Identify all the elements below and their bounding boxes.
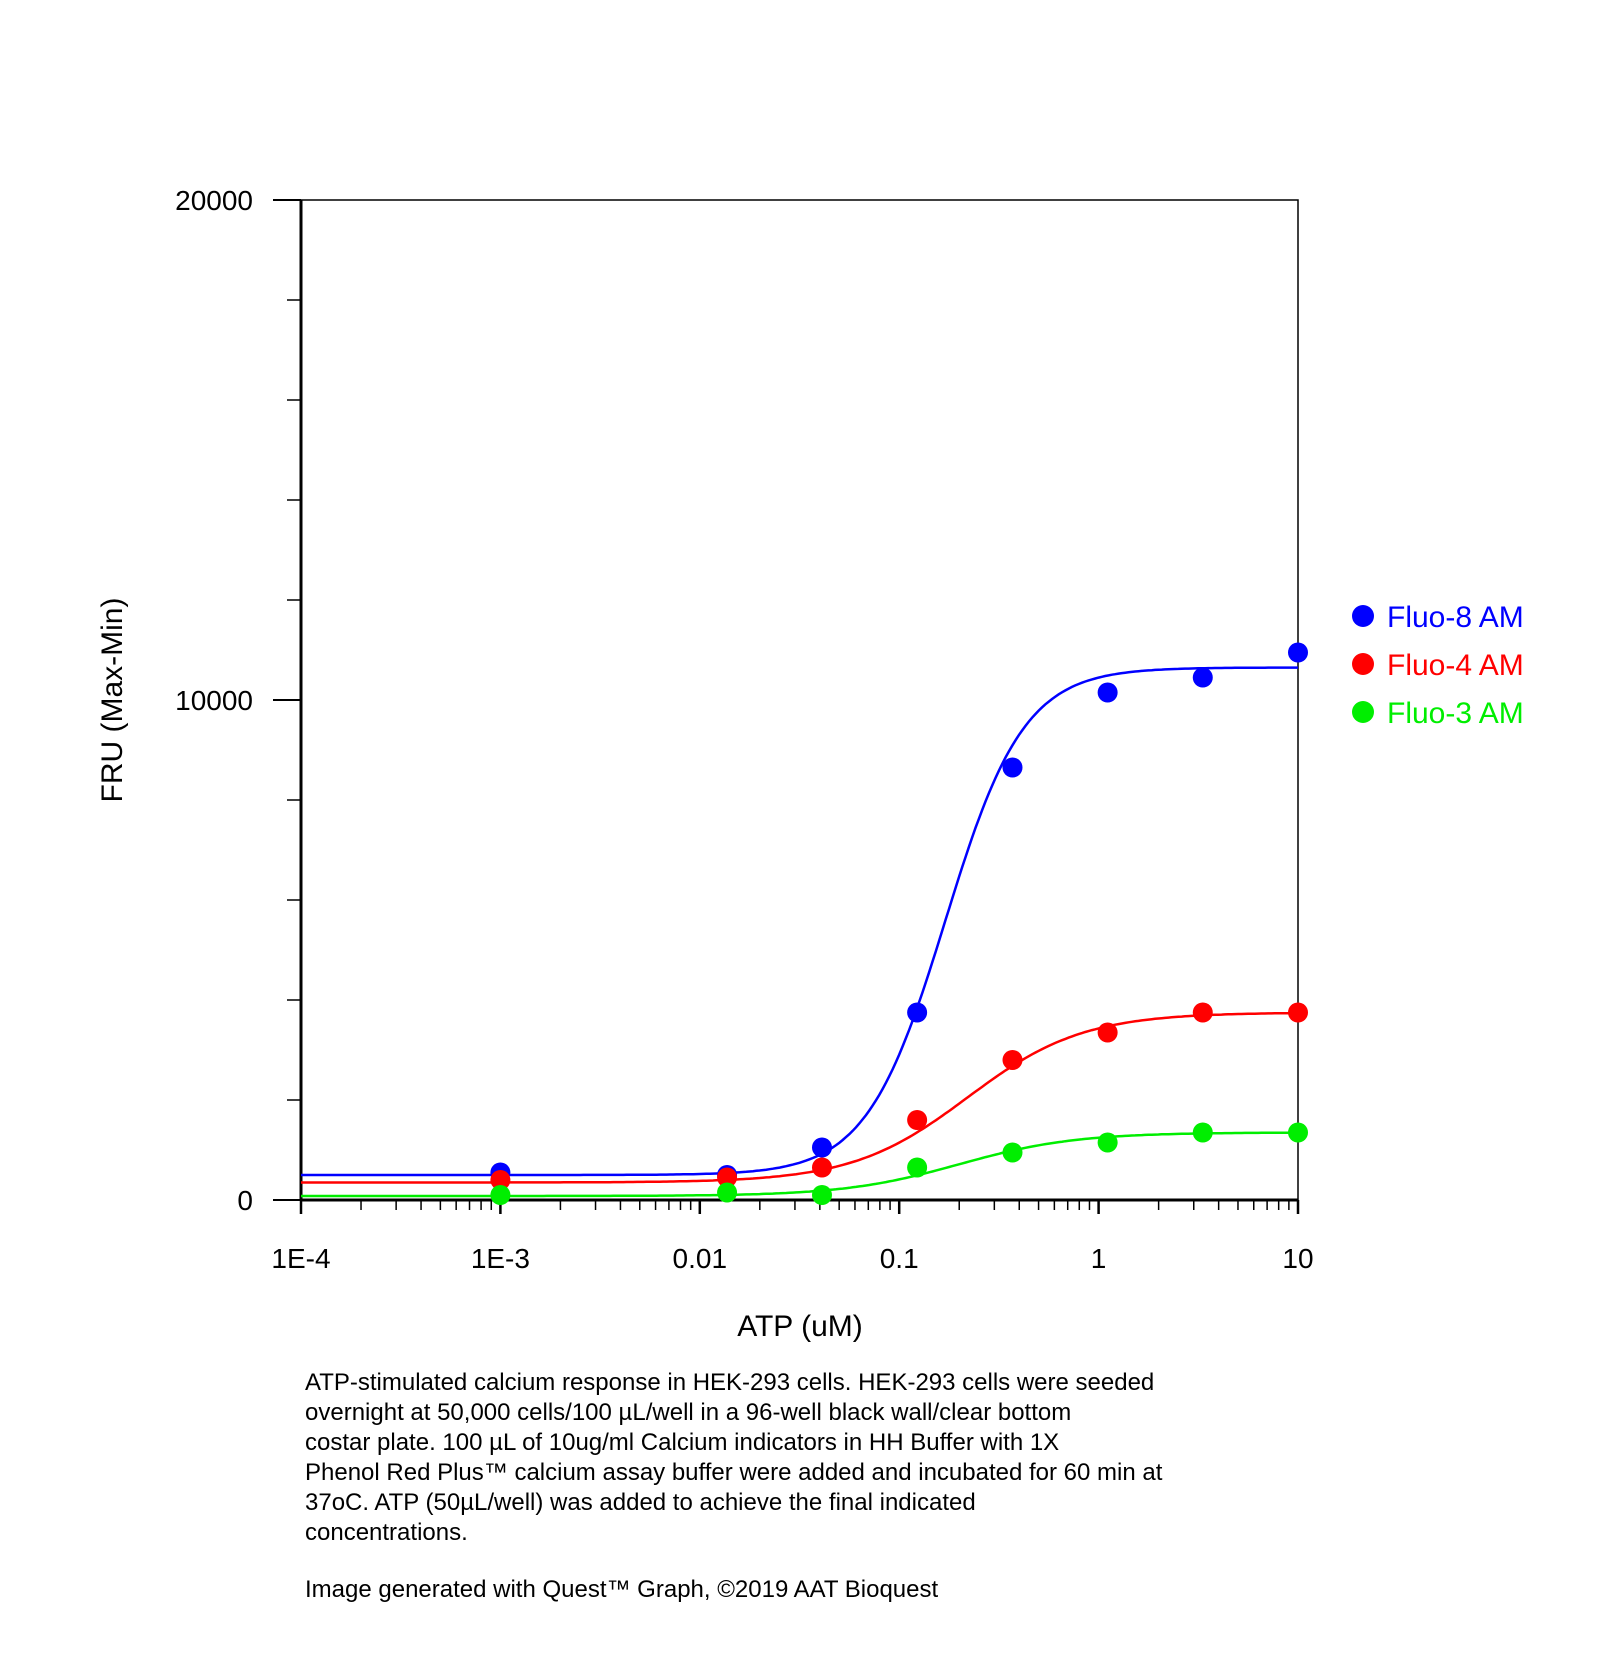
caption-line: 37oC. ATP (50µL/well) was added to achie… bbox=[305, 1489, 976, 1516]
y-tick-label: 0 bbox=[237, 1185, 253, 1216]
data-point bbox=[1002, 1142, 1023, 1163]
data-point bbox=[490, 1170, 511, 1190]
caption-line: Phenol Red Plus™ calcium assay buffer we… bbox=[305, 1459, 1163, 1486]
data-point bbox=[1002, 757, 1023, 778]
data-point bbox=[811, 1185, 832, 1205]
legend-label: Fluo-4 AM bbox=[1387, 649, 1524, 682]
y-tick-label: 10000 bbox=[175, 685, 253, 716]
data-point bbox=[717, 1182, 738, 1203]
x-tick-label: 1E-3 bbox=[471, 1243, 530, 1274]
fit-curve-fluo-3-am bbox=[301, 1131, 1298, 1198]
x-tick-labels: 1E-4 1E-3 0.01 0.1 1 10 bbox=[271, 1243, 1313, 1274]
data-point bbox=[1192, 1002, 1213, 1023]
data-point bbox=[811, 1137, 832, 1158]
caption-line: costar plate. 100 µL of 10ug/ml Calcium … bbox=[305, 1429, 1060, 1456]
data-point bbox=[1192, 667, 1213, 688]
data-point bbox=[1097, 1022, 1118, 1043]
legend-marker bbox=[1352, 653, 1374, 675]
axis-ticks bbox=[273, 199, 1300, 1214]
x-tick-label: 1 bbox=[1091, 1243, 1107, 1274]
caption-line: ATP-stimulated calcium response in HEK-2… bbox=[305, 1369, 1155, 1396]
legend-marker bbox=[1352, 701, 1374, 723]
x-tick-label: 0.1 bbox=[880, 1243, 919, 1274]
data-point bbox=[1002, 1050, 1023, 1070]
y-tick-label: 20000 bbox=[175, 185, 253, 216]
data-point bbox=[1097, 682, 1118, 703]
data-point bbox=[1288, 1002, 1308, 1023]
caption-line: concentrations. bbox=[305, 1519, 468, 1546]
figure-caption: ATP-stimulated calcium response in HEK-2… bbox=[305, 1368, 1315, 1548]
data-point bbox=[1288, 1122, 1308, 1143]
data-points bbox=[490, 642, 1308, 1205]
legend: Fluo-8 AM Fluo-4 AM Fluo-3 AM bbox=[1352, 601, 1524, 730]
x-tick-label: 1E-4 bbox=[271, 1243, 330, 1274]
data-point bbox=[1288, 642, 1308, 663]
fit-curve-fluo-8-am bbox=[301, 666, 1298, 1177]
legend-label: Fluo-8 AM bbox=[1387, 601, 1524, 634]
caption-line: overnight at 50,000 cells/100 µL/well in… bbox=[305, 1399, 1072, 1426]
x-tick-label: 0.01 bbox=[673, 1243, 728, 1274]
fit-curves bbox=[301, 666, 1298, 1198]
data-point bbox=[717, 1167, 738, 1188]
data-point bbox=[1192, 1122, 1213, 1143]
data-point bbox=[907, 1110, 928, 1130]
data-point bbox=[490, 1185, 511, 1205]
x-axis-title: ATP (uM) bbox=[737, 1310, 863, 1343]
x-tick-label: 10 bbox=[1282, 1243, 1313, 1274]
fit-curve-fluo-4-am bbox=[301, 1011, 1298, 1184]
plot-frame bbox=[300, 199, 1299, 1201]
legend-marker bbox=[1352, 605, 1374, 627]
legend-label: Fluo-3 AM bbox=[1387, 697, 1524, 730]
data-point bbox=[811, 1157, 832, 1178]
data-point bbox=[907, 1002, 928, 1023]
data-point bbox=[907, 1157, 928, 1178]
y-axis-title: FRU (Max-Min) bbox=[96, 598, 129, 803]
image-credit: Image generated with Quest™ Graph, ©2019… bbox=[305, 1576, 939, 1603]
y-tick-labels: 0 10000 20000 bbox=[175, 185, 253, 1216]
data-point bbox=[1097, 1132, 1118, 1153]
